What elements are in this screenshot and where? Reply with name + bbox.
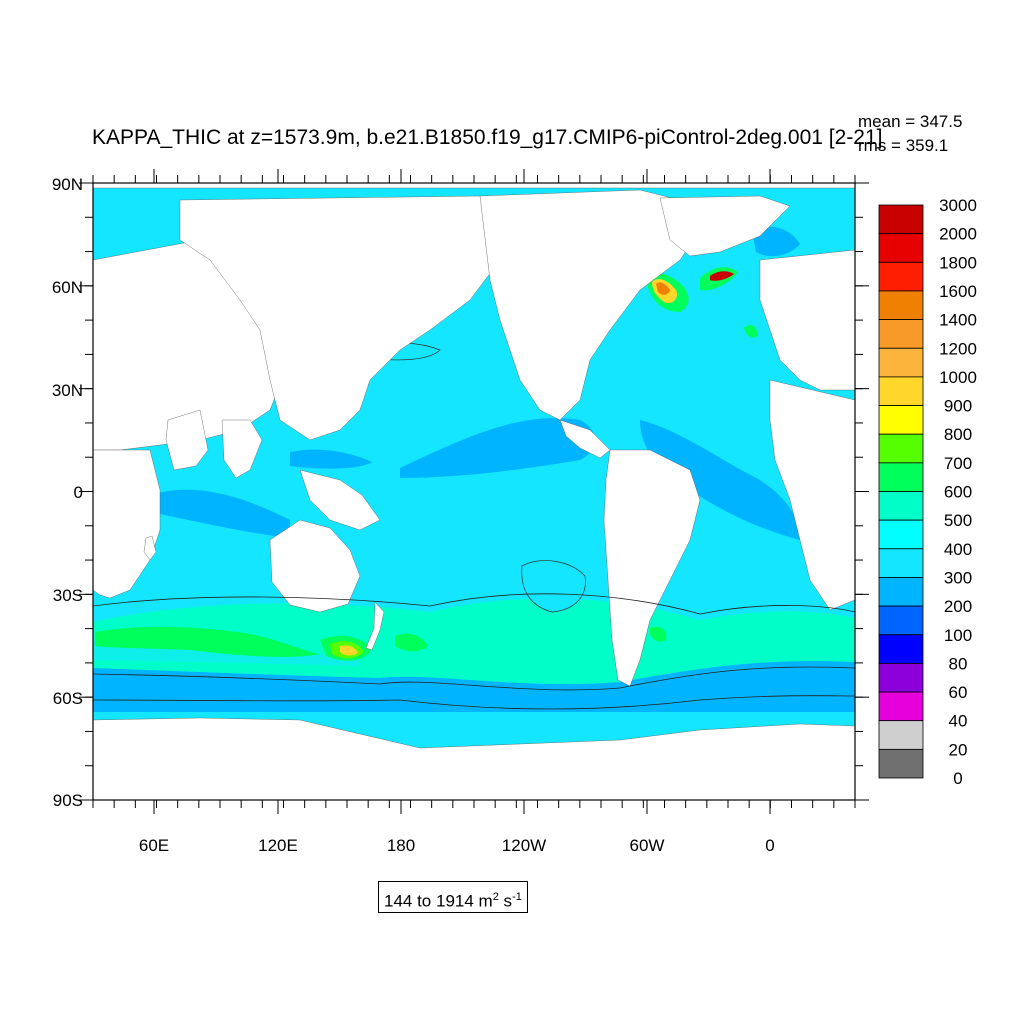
africa-south xyxy=(93,449,161,599)
colorbar-label: 3000 xyxy=(939,196,977,215)
colorbar-swatch xyxy=(878,462,924,492)
colorbar-swatch xyxy=(878,605,924,636)
wpac-low xyxy=(290,449,372,469)
lon-label: 120W xyxy=(502,836,546,855)
mean-stat: mean = 347.5 xyxy=(858,112,963,131)
colorbar-label: 1000 xyxy=(939,368,977,387)
colorbar-label: 900 xyxy=(944,397,972,416)
south-pacific-patch xyxy=(521,560,586,613)
colorbar-swatch xyxy=(878,748,924,779)
india-land xyxy=(221,419,263,479)
arctic-edge xyxy=(93,183,855,189)
west-africa-land xyxy=(769,379,855,611)
central-america-land xyxy=(559,419,611,459)
madagascar-land xyxy=(143,535,157,561)
atlantic-acc-green xyxy=(650,626,667,642)
antarctica-land xyxy=(93,717,855,800)
australia-land xyxy=(269,519,361,613)
colorbar-label: 300 xyxy=(944,568,972,587)
colorbar-swatch xyxy=(878,491,924,521)
axis-ticks xyxy=(79,169,869,814)
lat-label: 30S xyxy=(53,586,83,605)
europe-land xyxy=(759,249,855,391)
contour-line xyxy=(93,666,855,691)
colorbar-swatch xyxy=(878,663,924,693)
acc-yellow-1 xyxy=(340,645,358,656)
range-sup-2: -1 xyxy=(512,891,522,903)
greenland-sea-patch xyxy=(752,226,800,257)
colorbar-label: 2000 xyxy=(939,225,977,244)
range-mid: s xyxy=(498,891,513,911)
lat-label: 60N xyxy=(52,278,83,297)
lat-label: 60S xyxy=(53,689,83,708)
colorbar-label: 700 xyxy=(944,454,972,473)
colorbar: 3000200018001600140012001000900800700600… xyxy=(878,196,977,788)
colorbar-swatch xyxy=(878,405,924,435)
acc-green-3 xyxy=(395,633,428,652)
lat-label: 0 xyxy=(74,483,83,502)
range-sup-1: 2 xyxy=(492,891,499,903)
colorbar-swatch xyxy=(878,691,924,722)
colorbar-label: 800 xyxy=(944,425,972,444)
colorbar-label: 1200 xyxy=(939,339,977,358)
na-hotspot-red xyxy=(710,271,734,281)
acc-green-1 xyxy=(95,626,320,657)
colorbar-label: 20 xyxy=(949,740,968,759)
colorbar-label: 200 xyxy=(944,597,972,616)
colorbar-label: 40 xyxy=(949,712,968,731)
new-zealand-land xyxy=(365,601,385,651)
se-asia-land xyxy=(299,469,381,531)
colorbar-label: 1400 xyxy=(939,311,977,330)
colorbar-swatch xyxy=(878,319,924,349)
lon-label: 0 xyxy=(765,836,774,855)
colorbar-label: 60 xyxy=(949,683,968,702)
atlantic-acc-patch xyxy=(660,621,855,652)
colorbar-swatch xyxy=(878,290,924,321)
lon-label: 60E xyxy=(139,836,169,855)
colorbar-swatch xyxy=(878,548,924,578)
south-america-land xyxy=(603,449,701,687)
colorbar-swatch xyxy=(878,347,924,378)
colorbar-swatch xyxy=(878,720,924,750)
colorbar-label: 400 xyxy=(944,540,972,559)
colorbar-label: 1800 xyxy=(939,253,977,272)
colorbar-swatch xyxy=(878,519,924,550)
lat-label: 30N xyxy=(52,381,83,400)
pacific-low-band xyxy=(400,418,595,478)
greenland-land xyxy=(659,195,791,257)
lon-label: 60W xyxy=(630,836,665,855)
arabia-land xyxy=(165,409,209,471)
na-hotspot-orange xyxy=(656,282,670,295)
lat-label: 90S xyxy=(53,791,83,810)
colorbar-swatch xyxy=(878,577,924,607)
value-range-label: 144 to 1914 m2 s-1 xyxy=(378,881,528,913)
colorbar-swatch xyxy=(878,233,924,263)
colorbar-swatch xyxy=(878,634,924,664)
colorbar-label: 600 xyxy=(944,483,972,502)
contour-lines xyxy=(93,593,855,710)
rms-stat: rms = 359.1 xyxy=(858,136,949,155)
land xyxy=(93,183,855,800)
colorbar-swatch xyxy=(878,376,924,406)
na-hotspot-green-3 xyxy=(744,325,758,338)
lon-label: 120E xyxy=(258,836,298,855)
indian-low-band xyxy=(150,489,290,538)
lon-label: 180 xyxy=(387,836,415,855)
colorbar-label: 0 xyxy=(953,769,962,788)
colorbar-label: 80 xyxy=(949,654,968,673)
contour-line xyxy=(93,695,855,710)
colorbar-label: 500 xyxy=(944,511,972,530)
contour-line xyxy=(93,593,855,615)
colorbar-swatch xyxy=(878,261,924,292)
atlantic-low-band xyxy=(640,420,800,540)
range-text: 144 to 1914 m xyxy=(384,891,493,911)
colorbar-swatch xyxy=(878,433,924,464)
eurasia-land xyxy=(179,195,501,441)
colorbar-label: 1600 xyxy=(939,282,977,301)
colorbar-label: 100 xyxy=(944,626,972,645)
lat-label: 90N xyxy=(52,175,83,194)
plot-title: KAPPA_THIC at z=1573.9m, b.e21.B1850.f19… xyxy=(92,126,883,149)
colorbar-swatch xyxy=(878,204,924,235)
